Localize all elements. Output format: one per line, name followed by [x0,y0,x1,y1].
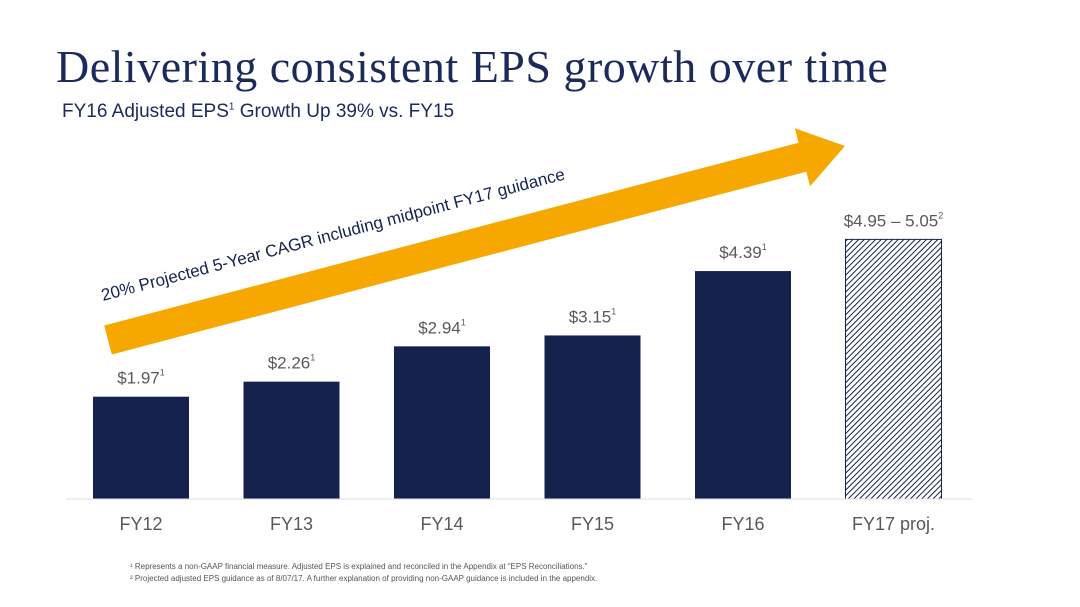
footnotes: ¹ Represents a non-GAAP financial measur… [130,561,597,585]
footnote-1: ¹ Represents a non-GAAP financial measur… [130,562,588,571]
bar-fy14 [394,346,490,499]
x-tick-label: FY15 [571,514,614,534]
x-tick-label: FY12 [119,514,162,534]
x-tick-label: FY13 [270,514,313,534]
eps-bar-chart: 20% Projected 5-Year CAGR including midp… [66,128,972,534]
data-label: $2.261 [268,353,316,373]
data-label: $3.151 [569,306,617,326]
data-label: $1.971 [117,368,165,388]
x-tick-label: FY17 proj. [852,514,935,534]
bar-fy17-proj [845,238,942,500]
bar-fy13 [243,381,340,499]
page-title: Delivering consistent EPS growth over ti… [56,41,889,92]
labels-layer: $1.971 FY12 $2.261 FY13 $2.941 FY14 $3.151 FY15… [117,210,943,534]
bar-fy12 [93,396,189,499]
x-tick-label: FY16 [721,514,764,534]
bar-fy15 [544,335,641,499]
x-tick-label: FY14 [420,514,463,534]
data-label: $4.391 [719,242,767,262]
footnote-2: ² Projected adjusted EPS guidance as of … [130,574,598,583]
data-label: $2.941 [418,317,466,337]
bars-layer [93,238,942,500]
bar-fy16 [695,271,791,499]
subtitle-text-rest: Growth Up 39% vs. FY15 [234,101,455,122]
arrow-shape [104,128,845,355]
subtitle-footnote-mark: 1 [228,101,235,113]
data-label: $4.95 – 5.052 [844,210,944,230]
page-subtitle: FY16 Adjusted EPS1 Growth Up 39% vs. FY1… [62,101,454,123]
subtitle-text: FY16 Adjusted EPS [62,101,229,122]
